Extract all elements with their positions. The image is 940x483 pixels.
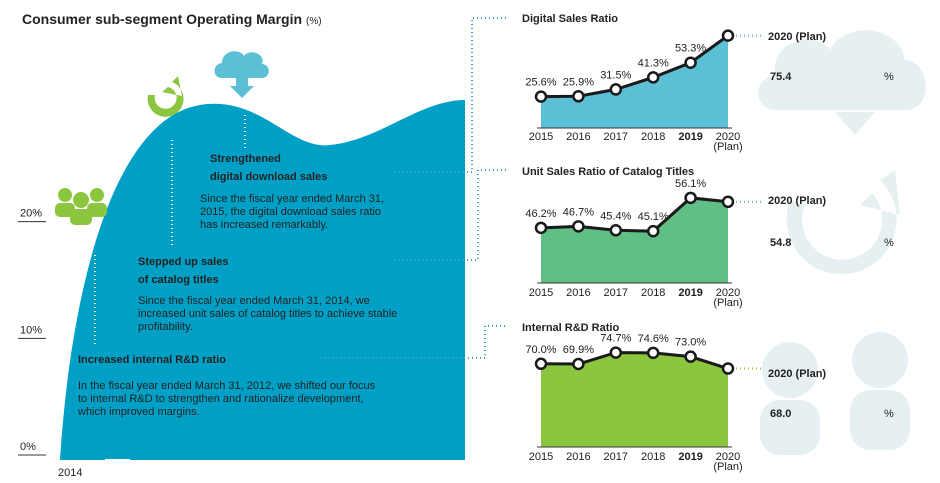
- value-label: 46.2%: [525, 208, 556, 220]
- point: [646, 71, 660, 84]
- category-label: 2020: [716, 287, 740, 299]
- main-title: Consumer sub-segment Operating Margin (%): [22, 11, 322, 27]
- annotation-heading: Increased internal R&D ratio: [78, 354, 226, 366]
- unit: (%): [306, 16, 322, 27]
- category-label: 2016: [566, 131, 590, 143]
- annotations: Strengthened digital download sales Since …: [77, 153, 397, 418]
- value-label: 46.7%: [563, 206, 594, 218]
- point: [609, 83, 623, 96]
- category-label: 2019: [678, 131, 702, 143]
- category-note: (Plan): [713, 297, 742, 309]
- value-label: 70.0%: [525, 344, 556, 356]
- point: [684, 56, 697, 69]
- annotation-text: Since the fiscal year ended March 31,: [200, 193, 384, 205]
- category-label: 2017: [604, 287, 628, 299]
- category-label: 2020: [716, 131, 740, 143]
- value-label: 69.9%: [563, 344, 594, 356]
- point: [646, 224, 660, 238]
- annotation-text: profitability.: [138, 321, 193, 333]
- value-label: 25.6%: [525, 77, 556, 89]
- chart-title: Digital Sales Ratio: [522, 13, 618, 25]
- plan-value: 68.0: [770, 408, 791, 420]
- value-label: 45.1%: [638, 211, 669, 223]
- category-label: 2015: [529, 131, 553, 143]
- category-label: 2016: [566, 287, 590, 299]
- value-label: 73.0%: [675, 337, 706, 349]
- value-label: 25.9%: [563, 76, 594, 88]
- point: [572, 357, 585, 371]
- area: [541, 197, 728, 283]
- annotation-text: In the fiscal year ended March 31, 2012,…: [78, 380, 376, 392]
- point: [534, 221, 548, 235]
- background-icons: [758, 30, 926, 455]
- annotation-text: which improved margins.: [77, 406, 200, 418]
- plan-label: 2020 (Plan): [768, 195, 826, 207]
- point: [609, 346, 623, 359]
- category-label: 2019: [678, 451, 702, 463]
- annotation-heading: Strengthened: [210, 153, 281, 165]
- y-tick-label: 0%: [20, 441, 36, 453]
- category-label: 2015: [529, 451, 553, 463]
- category-label: 2017: [604, 451, 628, 463]
- chart-title: Unit Sales Ratio of Catalog Titles: [522, 166, 694, 178]
- value-label: 41.3%: [638, 57, 669, 69]
- annotation-text: to internal R&D to strengthen and ration…: [78, 393, 364, 405]
- icons: [55, 51, 269, 225]
- annotation-text: 2015, the digital download sales ratio: [200, 206, 381, 218]
- point: [609, 224, 623, 237]
- annotation-text: has increased remarkably.: [200, 219, 328, 231]
- connector: [395, 17, 508, 173]
- point: [572, 90, 585, 103]
- value-label: 74.6%: [638, 333, 669, 345]
- plan-unit: %: [884, 408, 894, 420]
- point: [534, 357, 548, 371]
- annotation-heading: digital download sales: [210, 171, 327, 183]
- plan-unit: %: [884, 237, 894, 249]
- plan-value: 54.8: [770, 237, 791, 249]
- category-label: 2019: [678, 287, 702, 299]
- category-label: 2018: [641, 131, 665, 143]
- annotation-text: Since the fiscal year ended March 31, 20…: [138, 295, 370, 307]
- point: [721, 29, 735, 42]
- plan-label: 2020 (Plan): [768, 31, 826, 43]
- plan-unit: %: [884, 71, 894, 83]
- category-label: 2018: [641, 451, 665, 463]
- area: [541, 35, 728, 129]
- point: [572, 220, 585, 233]
- category-label: 2017: [604, 131, 628, 143]
- x-label: 2014: [58, 467, 82, 479]
- operating-margin-area: [60, 100, 465, 460]
- point: [534, 90, 548, 103]
- annotation-heading: Stepped up sales: [138, 256, 228, 268]
- point: [721, 362, 735, 375]
- category-label: 2015: [529, 287, 553, 299]
- point: [721, 195, 735, 209]
- value-label: 31.5%: [600, 69, 631, 81]
- point: [646, 346, 660, 360]
- value-label: 45.4%: [600, 210, 631, 222]
- plan-label: 2020 (Plan): [768, 368, 826, 380]
- category-label: 2018: [641, 287, 665, 299]
- chart-title: Internal R&D Ratio: [522, 322, 619, 334]
- point: [684, 350, 697, 363]
- category-label: 2016: [566, 451, 590, 463]
- area: [541, 352, 728, 447]
- category-note: (Plan): [713, 141, 742, 153]
- value-label: 56.1%: [675, 178, 706, 190]
- connector: [320, 325, 508, 359]
- connector: [395, 169, 508, 261]
- y-tick-label: 10%: [20, 324, 42, 336]
- value-label: 74.7%: [600, 333, 631, 345]
- y-tick-label: 20%: [20, 208, 42, 220]
- annotation-heading: of catalog titles: [138, 274, 219, 286]
- point: [684, 191, 697, 205]
- category-note: (Plan): [713, 461, 742, 473]
- category-label: 2020: [716, 451, 740, 463]
- annotation-text: increased unit sales of catalog titles t…: [138, 308, 397, 320]
- value-label: 53.3%: [675, 43, 706, 55]
- plan-value: 75.4: [770, 71, 792, 83]
- title: Consumer sub-segment Operating Margin: [22, 11, 302, 27]
